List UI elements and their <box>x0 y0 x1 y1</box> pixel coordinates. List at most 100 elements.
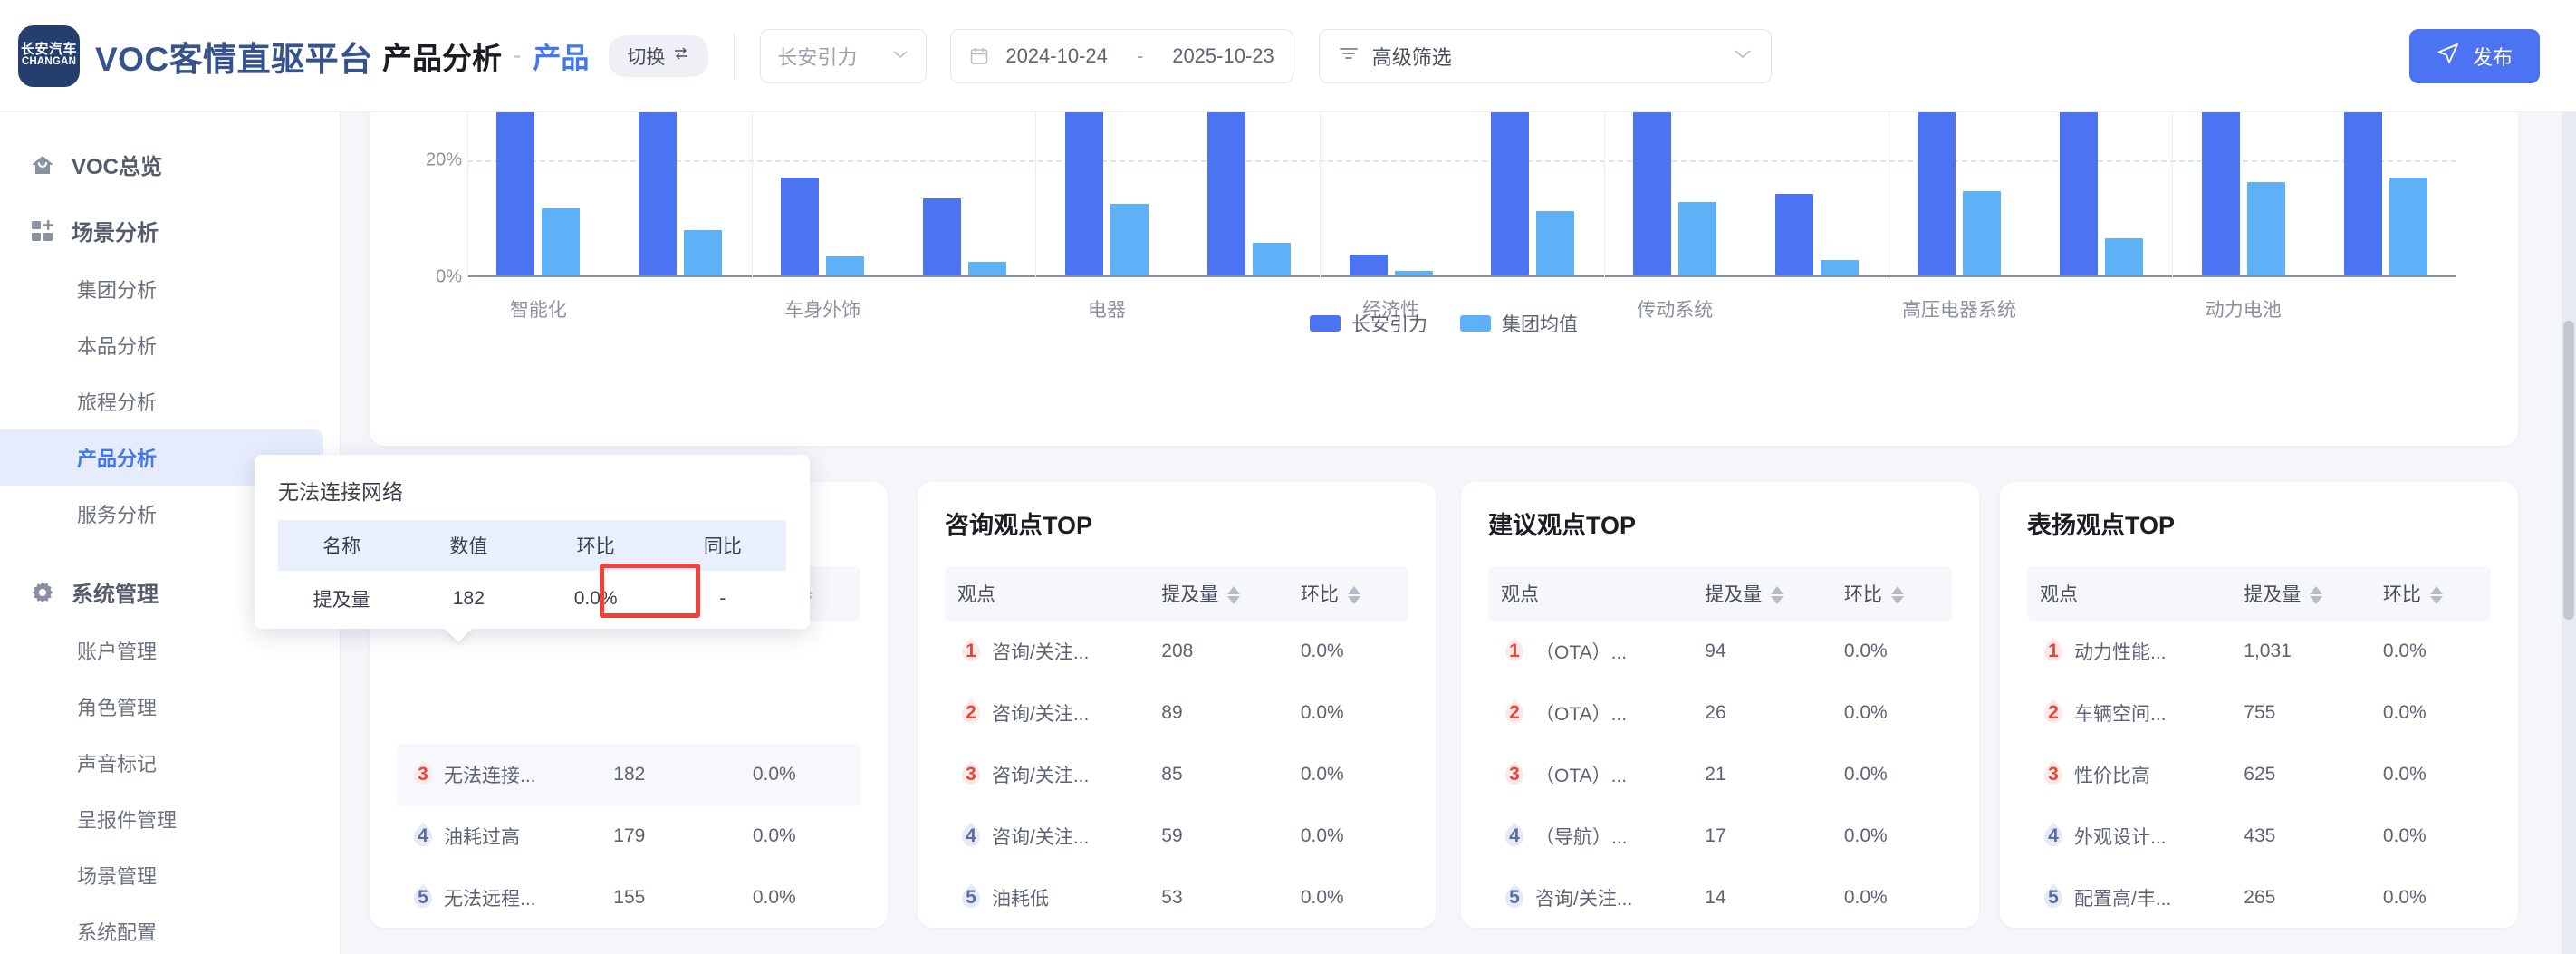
sidebar-item-journey-analysis[interactable]: 旅程分析 <box>77 391 158 414</box>
chart-bar[interactable] <box>2201 112 2240 275</box>
table-row[interactable]: 3 无法连接... 182 0.0% <box>397 744 860 805</box>
sidebar-item-own-brand-analysis[interactable]: 本品分析 <box>77 335 158 358</box>
chart-bar[interactable] <box>1821 260 1860 275</box>
chart-bar[interactable] <box>1536 211 1575 275</box>
sidebar-item-account-management[interactable]: 账户管理 <box>77 641 158 663</box>
chart-bar[interactable] <box>1775 193 1814 275</box>
chart-bar[interactable] <box>1064 112 1103 275</box>
sidebar-item-report-management[interactable]: 呈报件管理 <box>77 809 178 832</box>
sidebar-item-role-management[interactable]: 角色管理 <box>77 697 158 719</box>
table-row[interactable]: 5 无法远程... 155 0.0% <box>397 867 860 929</box>
mom-cell: 0.0% <box>739 744 860 805</box>
chart-bar[interactable] <box>639 112 678 275</box>
sort-icon[interactable] <box>2429 586 2443 605</box>
main-scrollbar-thumb[interactable] <box>2563 321 2574 620</box>
sidebar-item-system-config[interactable]: 系统配置 <box>77 921 158 944</box>
opinion-cell: 2 车辆空间... <box>2027 682 2231 744</box>
table-row[interactable]: 5 配置高/丰... 265 0.0% <box>2027 867 2491 929</box>
page-subtitle[interactable]: 产品 <box>533 43 590 74</box>
chart-bar[interactable] <box>496 112 535 275</box>
card-title: 建议观点TOP <box>1488 512 1637 539</box>
sort-icon[interactable] <box>1771 586 1784 605</box>
date-start-value[interactable]: 2024-10-24 <box>1005 43 1108 67</box>
table-row[interactable]: 2 车辆空间... 755 0.0% <box>2027 682 2491 744</box>
chart-legend-item[interactable]: 集团均值 <box>1460 310 1578 337</box>
sidebar-item-scene-management[interactable]: 场景管理 <box>77 865 158 888</box>
column-header[interactable]: 提及量 <box>2231 566 2370 621</box>
chart-bar[interactable] <box>2389 177 2427 275</box>
mom-cell: 0.0% <box>1843 887 1888 908</box>
chart-bar[interactable] <box>2343 112 2382 275</box>
switch-button[interactable]: 切换 <box>609 34 709 77</box>
column-header[interactable]: 提及量 <box>1692 566 1831 621</box>
sort-icon[interactable] <box>1227 586 1241 605</box>
chart-bar[interactable] <box>968 261 1006 275</box>
table-row[interactable]: 4 外观设计... 435 0.0% <box>2027 805 2491 867</box>
table-row[interactable]: 2 （OTA）... 26 0.0% <box>1488 682 1952 744</box>
sidebar-item-scene-analysis[interactable]: 场景分析 <box>0 200 340 261</box>
chart-bar[interactable] <box>2246 181 2285 275</box>
chart-bar[interactable] <box>2104 238 2143 275</box>
chart-bar[interactable] <box>1633 112 1672 275</box>
table-row[interactable]: 3 （OTA）... 21 0.0% <box>1488 744 1952 805</box>
chart-bar[interactable] <box>1206 112 1245 275</box>
sort-icon[interactable] <box>1347 586 1360 605</box>
column-header[interactable]: 环比 <box>2369 566 2491 621</box>
nav-group-overview: VOC总览 <box>0 134 340 195</box>
table-row[interactable]: 1 （OTA）... 94 0.0% <box>1488 621 1952 682</box>
sort-icon[interactable] <box>1890 586 1904 605</box>
chart-bar[interactable] <box>781 177 820 275</box>
column-header[interactable]: 环比 <box>1831 566 1952 621</box>
mention-count-cell: 1,031 <box>2244 641 2292 661</box>
chart-bar[interactable] <box>1110 204 1149 275</box>
chart-plot-area: 智能化 车身外饰 电器 经济性 传动系统 高压电器系统 动力电池 <box>467 112 2456 321</box>
sidebar-item-group-analysis[interactable]: 集团分析 <box>77 279 158 302</box>
chart-bar[interactable] <box>1918 112 1956 275</box>
chart-bar[interactable] <box>1491 112 1530 275</box>
chart-bar[interactable] <box>2059 112 2098 275</box>
table-row[interactable]: 4 咨询/关注... 59 0.0% <box>945 805 1408 867</box>
chart-bar[interactable] <box>1678 201 1717 275</box>
column-header[interactable]: 环比 <box>1287 566 1408 621</box>
chart-bar[interactable] <box>1963 190 2001 275</box>
table-row[interactable]: 5 油耗低 53 0.0% <box>945 867 1408 929</box>
table-header-row: 观点提及量环比 <box>945 566 1408 621</box>
table-row[interactable]: 3 咨询/关注... 85 0.0% <box>945 744 1408 805</box>
opinion-text: 性价比高 <box>2074 766 2150 786</box>
brand-select[interactable]: 长安引力 <box>760 28 928 83</box>
column-header[interactable]: 提及量 <box>1149 566 1288 621</box>
rank-badge: 1 <box>2040 636 2067 667</box>
chart-bar[interactable] <box>923 198 961 275</box>
chart-bar[interactable] <box>1349 255 1388 275</box>
date-end-value[interactable]: 2025-10-23 <box>1172 43 1274 67</box>
opinion-text: （OTA）... <box>1535 766 1628 786</box>
main-scrollbar-track[interactable] <box>2562 112 2576 954</box>
brand[interactable]: 长安汽车 CHANGAN VOC客情直驱平台 <box>0 24 372 87</box>
table-row[interactable]: 5 咨询/关注... 14 0.0% <box>1488 867 1952 929</box>
chart-bar[interactable] <box>826 256 865 275</box>
table-row[interactable]: 3 性价比高 625 0.0% <box>2027 744 2491 805</box>
advanced-filter[interactable]: 高级筛选 <box>1318 28 1772 83</box>
chart-bar[interactable] <box>542 207 581 275</box>
sidebar-item-system-management[interactable]: 系统管理 <box>0 562 340 622</box>
table-row[interactable]: 1 动力性能... 1,031 0.0% <box>2027 621 2491 682</box>
sidebar-item-voc-overview[interactable]: VOC总览 <box>0 134 340 195</box>
publish-button[interactable]: 发布 <box>2408 28 2540 83</box>
tooltip-table: 名称 数值 环比 同比 提及量 182 0.0% - <box>278 520 786 627</box>
nav-group-system: 系统管理 账户管理 角色管理 声音标记 呈报件管理 场景管理 系统配置 <box>0 562 340 954</box>
table-row[interactable]: 1 咨询/关注... 208 0.0% <box>945 621 1408 682</box>
date-range-picker[interactable]: 2024-10-24 - 2025-10-23 <box>950 28 1293 83</box>
table-row[interactable]: 4 （导航）... 17 0.0% <box>1488 805 1952 867</box>
chart-bar[interactable] <box>684 230 723 275</box>
table-row[interactable]: 2 咨询/关注... 89 0.0% <box>945 682 1408 744</box>
sidebar-item-voice-tagging[interactable]: 声音标记 <box>77 753 158 776</box>
chart-bar[interactable] <box>1394 270 1433 275</box>
grid-plus-icon <box>29 217 56 245</box>
chart-bar[interactable] <box>1252 242 1291 275</box>
chart-legend-item[interactable]: 长安引力 <box>1310 310 1427 337</box>
sort-icon[interactable] <box>2310 586 2323 605</box>
brand-select-value: 长安引力 <box>777 45 858 69</box>
table-row[interactable]: 4 油耗过高 179 0.0% <box>397 805 860 867</box>
sidebar-item-service-analysis[interactable]: 服务分析 <box>77 504 158 526</box>
mom-cell: 0.0% <box>2382 887 2427 908</box>
